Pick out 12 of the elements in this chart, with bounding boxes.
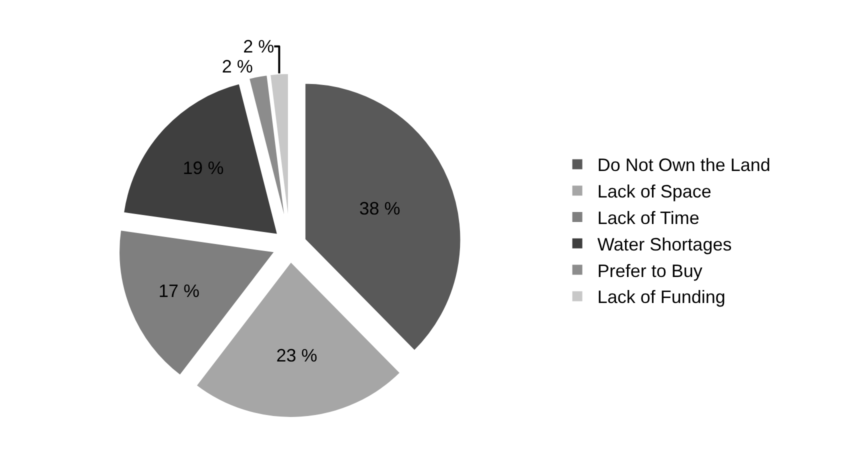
- data-label: 17 %: [158, 280, 200, 301]
- data-label: 23 %: [276, 346, 318, 366]
- data-label: 38 %: [359, 198, 400, 219]
- data-label: 2 %: [243, 36, 274, 56]
- legend-label: Lack of Space: [597, 182, 712, 202]
- legend-label: Lack of Time: [597, 208, 700, 228]
- data-label: 19 %: [182, 158, 224, 178]
- legend-label: Prefer to Buy: [597, 260, 702, 281]
- legend-label: Do Not Own the Land: [597, 155, 770, 176]
- data-label: 2 %: [222, 56, 253, 76]
- legend-label: Water Shortages: [597, 234, 732, 254]
- legend-label: Lack of Funding: [597, 287, 726, 308]
